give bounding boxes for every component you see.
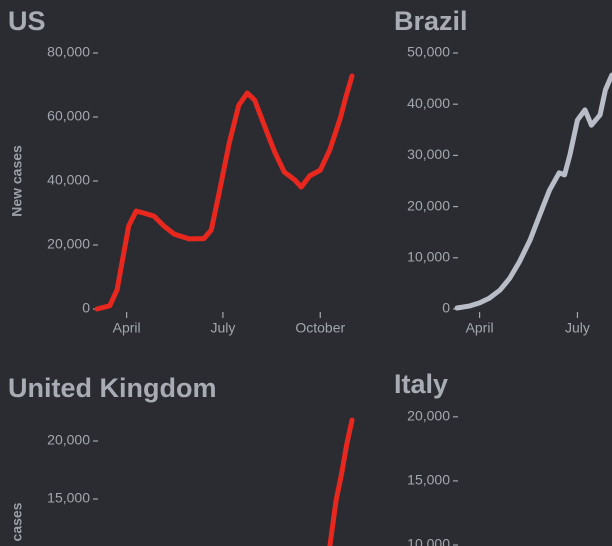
x-tick-label: April bbox=[466, 320, 494, 336]
y-tick-label: 0 bbox=[442, 300, 450, 316]
y-tick-label: 50,000 bbox=[407, 44, 450, 60]
y-tick-label: 10,000 bbox=[407, 249, 450, 265]
panel-title: United Kingdom bbox=[8, 373, 216, 403]
panel-title: US bbox=[8, 6, 46, 36]
x-tick-label: July bbox=[565, 320, 590, 336]
x-tick-label: July bbox=[210, 320, 235, 336]
y-tick-label: 40,000 bbox=[407, 95, 450, 111]
x-tick-label: April bbox=[113, 320, 141, 336]
y-tick-label: 30,000 bbox=[407, 146, 450, 162]
panel-title: Brazil bbox=[394, 6, 468, 36]
y-tick-label: 20,000 bbox=[47, 432, 90, 448]
y-tick-label: 20,000 bbox=[407, 197, 450, 213]
y-tick-label: 20,000 bbox=[407, 408, 450, 424]
series-line bbox=[327, 417, 355, 546]
y-tick-label: 60,000 bbox=[47, 108, 90, 124]
y-tick-label: 80,000 bbox=[47, 44, 90, 60]
series-line bbox=[94, 73, 355, 312]
x-tick-label: October bbox=[295, 320, 345, 336]
y-axis-label: New cases bbox=[9, 145, 25, 217]
series-line bbox=[454, 72, 612, 311]
y-tick-label: 0 bbox=[82, 300, 90, 316]
y-tick-label: 15,000 bbox=[47, 490, 90, 506]
panel-title: Italy bbox=[394, 369, 448, 399]
y-axis-label: cases bbox=[9, 502, 25, 541]
y-tick-label: 10,000 bbox=[407, 536, 450, 546]
y-tick-label: 15,000 bbox=[407, 472, 450, 488]
y-tick-label: 40,000 bbox=[47, 172, 90, 188]
y-tick-label: 20,000 bbox=[47, 236, 90, 252]
